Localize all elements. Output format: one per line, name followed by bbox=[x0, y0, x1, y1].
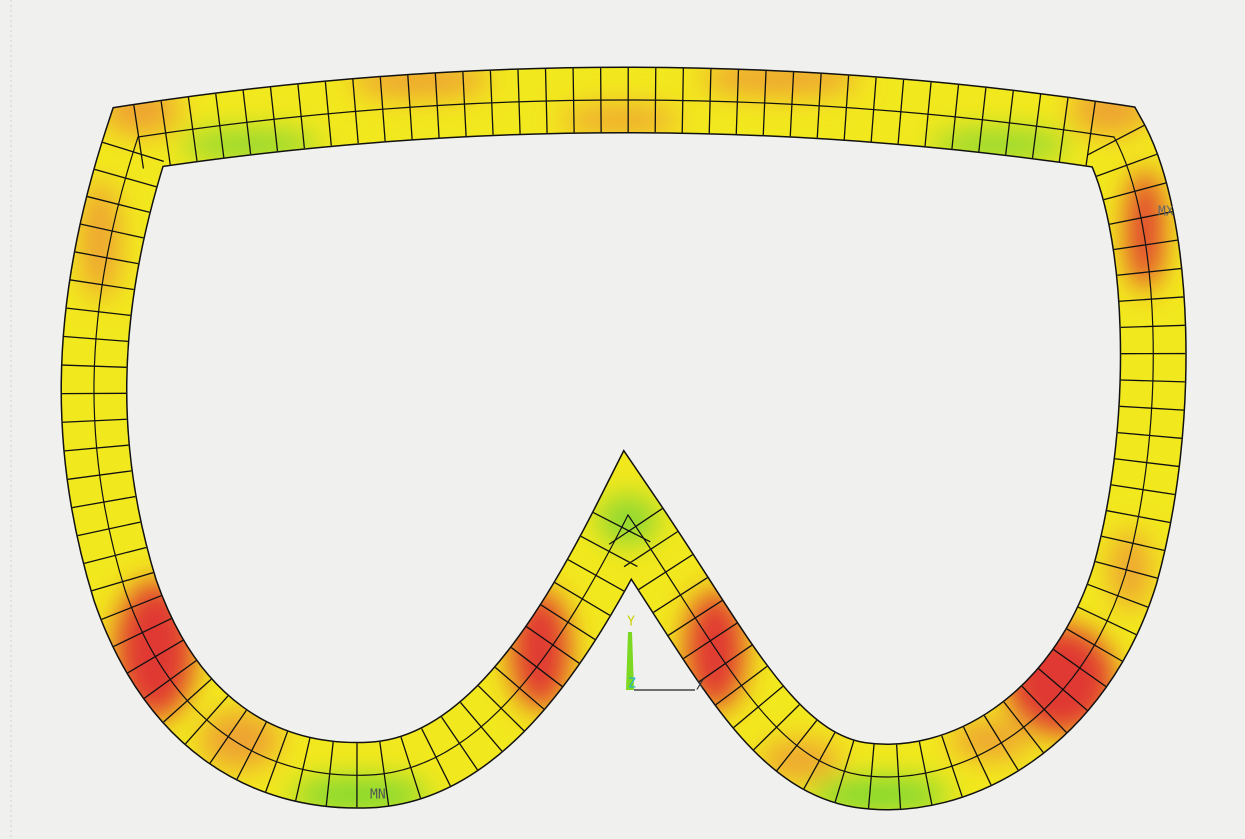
page: MX MN Y Z X (() => { const data = JSON.p… bbox=[0, 0, 1245, 839]
contour-plot: MX MN Y Z X bbox=[0, 0, 1245, 839]
triad-z-label: Z bbox=[628, 677, 636, 692]
triad-x-label: X bbox=[696, 679, 704, 694]
triad-y-label: Y bbox=[627, 615, 635, 630]
max-label: MX bbox=[1158, 205, 1174, 220]
stress-contours bbox=[0, 0, 1245, 839]
min-label: MN bbox=[370, 788, 386, 803]
